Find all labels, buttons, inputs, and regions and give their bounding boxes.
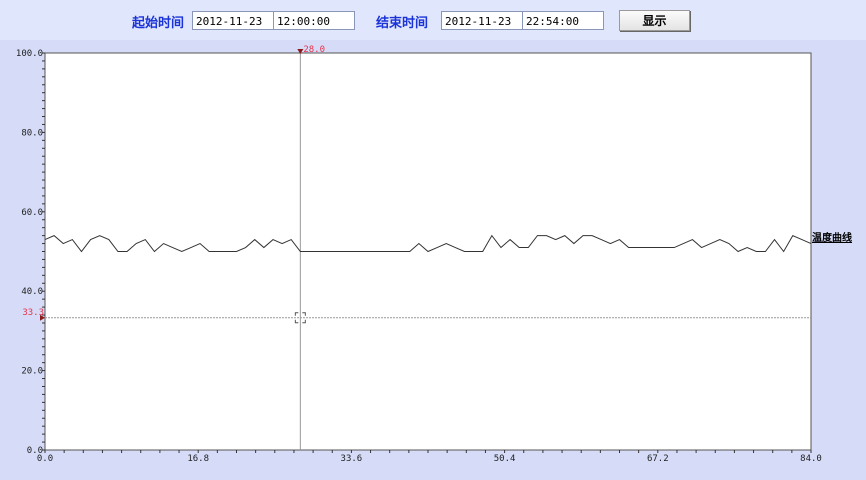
cursor-x-marker-icon[interactable]	[297, 49, 304, 54]
cursor-x-label: 28.0	[303, 45, 325, 55]
end-date-input[interactable]: 2012-11-23	[441, 11, 523, 30]
start-time-input[interactable]: 12:00:00	[273, 11, 355, 30]
x-tick-label: 67.2	[647, 454, 669, 464]
x-tick-label: 0.0	[37, 454, 53, 464]
series-line	[44, 234, 812, 253]
y-tick-label: 40.0	[21, 287, 43, 297]
series-label: 温度曲线	[812, 231, 852, 244]
y-tick-label: 100.0	[16, 49, 43, 59]
x-tick-label: 33.6	[341, 454, 363, 464]
y-tick-label: 80.0	[21, 128, 43, 138]
start-date-input[interactable]: 2012-11-23	[192, 11, 274, 30]
x-tick-label: 50.4	[494, 454, 516, 464]
crosshair-icon[interactable]	[294, 312, 306, 324]
end-time-label: 结束时间	[376, 16, 429, 31]
y-tick-label: 0.0	[27, 446, 43, 456]
x-tick-label: 84.0	[800, 454, 822, 464]
y-tick-label: 60.0	[21, 208, 43, 218]
end-time-input[interactable]: 22:54:00	[522, 11, 604, 30]
y-tick-label: 20.0	[21, 367, 43, 377]
x-tick-label: 16.8	[187, 454, 209, 464]
cursor-y-marker-icon[interactable]	[40, 314, 45, 321]
start-time-label: 起始时间	[132, 16, 185, 31]
show-button[interactable]: 显示	[619, 10, 690, 31]
cursor-y-label: 33.3	[22, 308, 44, 318]
toolbar: 起始时间 2012-11-23 12:00:00 结束时间 2012-11-23…	[0, 0, 866, 40]
